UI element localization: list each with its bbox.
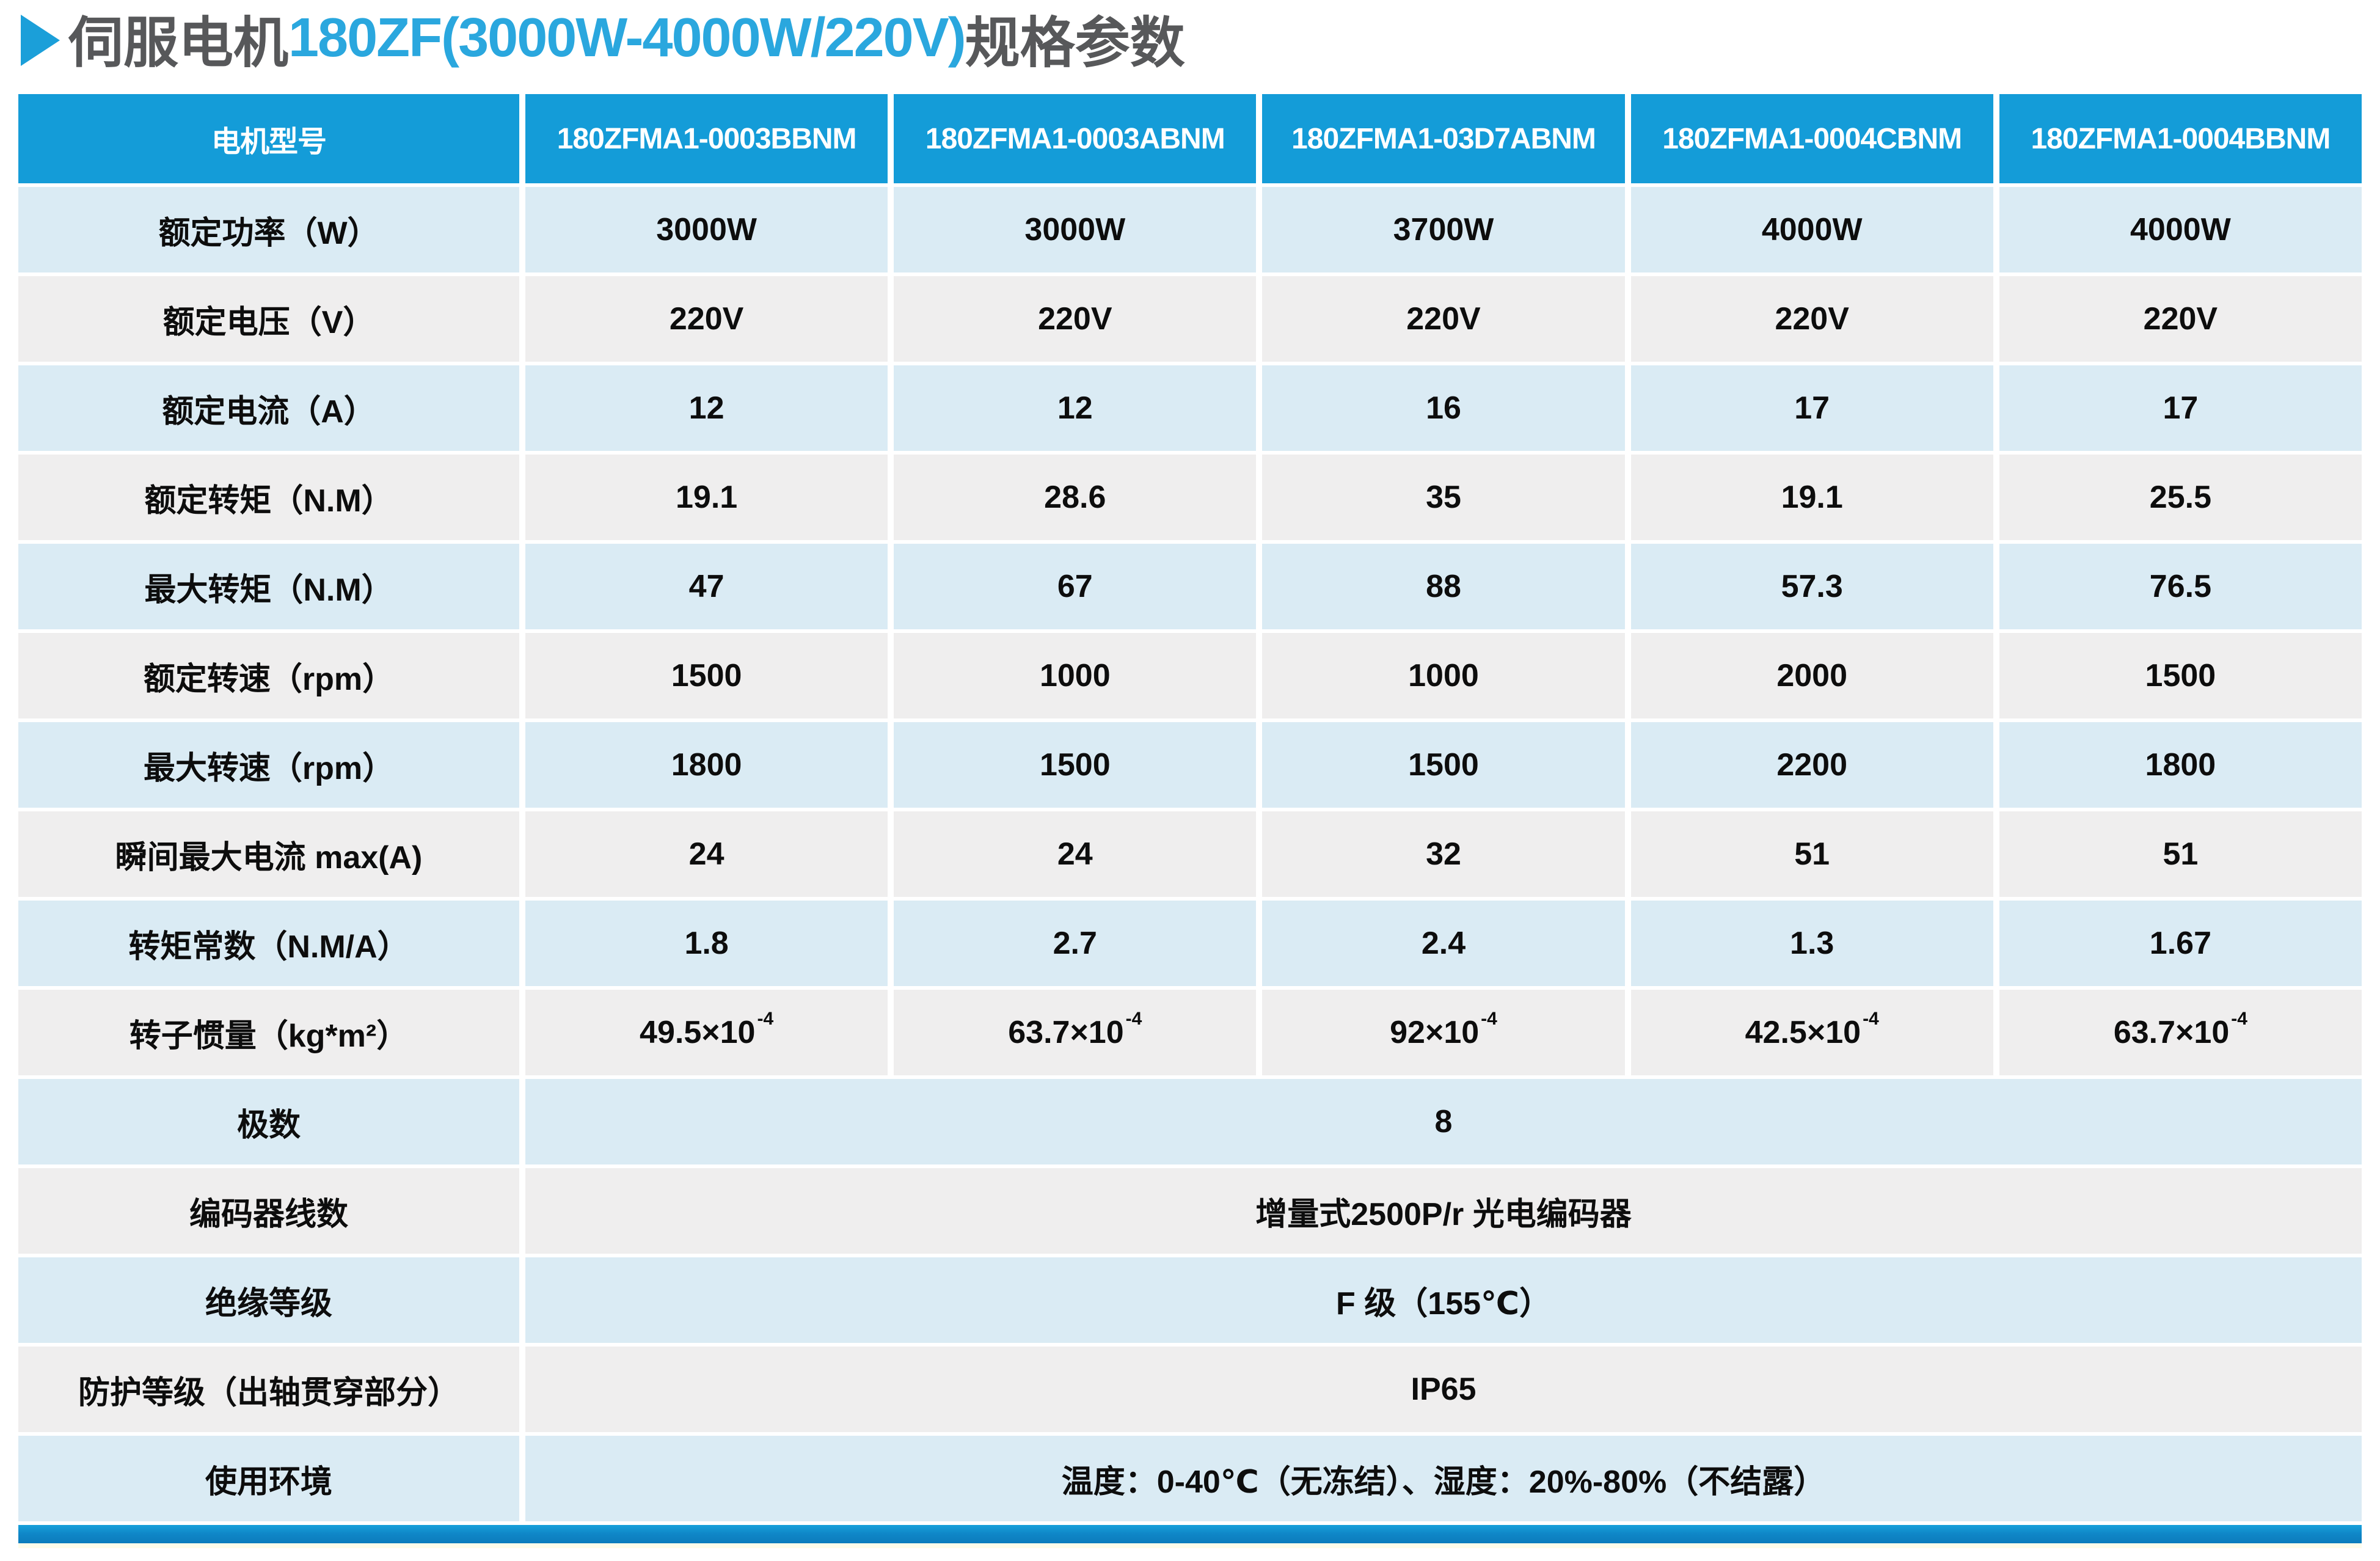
label-operating-environment: 使用环境	[18, 1436, 519, 1521]
value-rotor-inertia-1: 49.5×10 -4	[525, 990, 888, 1075]
value-rotor-inertia-5: 63.7×10 -4	[1999, 990, 2362, 1075]
inertia-exponent: -4	[2231, 1009, 2247, 1029]
inertia-base: 92×10	[1390, 1015, 1480, 1050]
value-torque-constant-4: 1.3	[1630, 901, 1993, 986]
header-cell-motor-model: 电机型号	[18, 94, 519, 183]
value-rated-torque-3: 35	[1262, 455, 1625, 540]
right-triangle-icon	[21, 15, 60, 66]
label-encoder-lines: 编码器线数	[18, 1168, 519, 1254]
value-torque-constant-1: 1.8	[525, 901, 888, 986]
value-max-torque-2: 67	[894, 544, 1257, 629]
value-rated-current-1: 12	[525, 365, 888, 451]
title-model-range: 180ZF(3000W-4000W/220V)	[288, 7, 966, 68]
value-rated-speed-2: 1000	[894, 633, 1257, 718]
value-instant-max-current-1: 24	[525, 811, 888, 897]
page-title: 伺服电机 180ZF(3000W-4000W/220V) 规格参数	[0, 0, 2380, 74]
inertia-base: 63.7×10	[1008, 1015, 1124, 1050]
label-pole-count: 极数	[18, 1079, 519, 1164]
value-encoder-lines: 增量式2500P/r 光电编码器	[525, 1168, 2362, 1254]
inertia-exponent: -4	[1481, 1009, 1497, 1029]
value-rated-voltage-5: 220V	[1999, 276, 2362, 362]
spec-table: 电机型号 180ZFMA1-0003BBNM 180ZFMA1-0003ABNM…	[18, 94, 2362, 1521]
value-protection-class: IP65	[525, 1347, 2362, 1432]
label-insulation-class: 绝缘等级	[18, 1257, 519, 1343]
value-rated-current-5: 17	[1999, 365, 2362, 451]
value-torque-constant-2: 2.7	[894, 901, 1257, 986]
value-max-speed-4: 2200	[1630, 722, 1993, 808]
header-cell-model-3: 180ZFMA1-03D7ABNM	[1262, 94, 1625, 183]
value-instant-max-current-4: 51	[1630, 811, 1993, 897]
value-max-torque-5: 76.5	[1999, 544, 2362, 629]
value-rated-voltage-2: 220V	[894, 276, 1257, 362]
value-rated-current-2: 12	[894, 365, 1257, 451]
table-bottom-accent-line	[18, 1543, 2362, 1548]
inertia-base: 49.5×10	[640, 1015, 756, 1050]
table-bottom-border	[18, 1525, 2362, 1543]
inertia-exponent: -4	[757, 1009, 774, 1029]
value-rated-current-4: 17	[1630, 365, 1993, 451]
value-rated-power-1: 3000W	[525, 187, 888, 272]
value-instant-max-current-2: 24	[894, 811, 1257, 897]
title-prefix: 伺服电机	[68, 13, 288, 74]
label-max-torque: 最大转矩（N.M）	[18, 544, 519, 629]
value-rated-torque-2: 28.6	[894, 455, 1257, 540]
label-rated-voltage: 额定电压（V）	[18, 276, 519, 362]
value-insulation-class: F 级（155℃）	[525, 1257, 2362, 1343]
value-rated-voltage-4: 220V	[1630, 276, 1993, 362]
value-rated-power-3: 3700W	[1262, 187, 1625, 272]
label-rated-power: 额定功率（W）	[18, 187, 519, 272]
value-instant-max-current-5: 51	[1999, 811, 2362, 897]
value-torque-constant-3: 2.4	[1262, 901, 1625, 986]
value-rated-speed-5: 1500	[1999, 633, 2362, 718]
label-torque-constant: 转矩常数（N.M/A）	[18, 901, 519, 986]
label-rotor-inertia: 转子惯量（kg*m²）	[18, 990, 519, 1075]
value-rated-voltage-3: 220V	[1262, 276, 1625, 362]
value-rated-speed-4: 2000	[1630, 633, 1993, 718]
title-suffix: 规格参数	[965, 13, 1185, 74]
value-rotor-inertia-2: 63.7×10 -4	[894, 990, 1257, 1075]
label-instant-max-current: 瞬间最大电流 max(A)	[18, 811, 519, 897]
inertia-exponent: -4	[1125, 1009, 1142, 1029]
inertia-base: 42.5×10	[1745, 1015, 1861, 1050]
value-rated-torque-5: 25.5	[1999, 455, 2362, 540]
value-rated-voltage-1: 220V	[525, 276, 888, 362]
label-rated-current: 额定电流（A）	[18, 365, 519, 451]
value-operating-environment: 温度：0-40℃（无冻结）、湿度：20%-80%（不结露）	[525, 1436, 2362, 1521]
value-rotor-inertia-4: 42.5×10 -4	[1630, 990, 1993, 1075]
value-rated-current-3: 16	[1262, 365, 1625, 451]
label-rated-speed: 额定转速（rpm）	[18, 633, 519, 718]
value-max-speed-5: 1800	[1999, 722, 2362, 808]
header-cell-model-5: 180ZFMA1-0004BBNM	[1999, 94, 2362, 183]
value-max-torque-4: 57.3	[1630, 544, 1993, 629]
value-torque-constant-5: 1.67	[1999, 901, 2362, 986]
value-max-speed-3: 1500	[1262, 722, 1625, 808]
inertia-exponent: -4	[1863, 1009, 1879, 1029]
value-max-speed-1: 1800	[525, 722, 888, 808]
value-rated-speed-3: 1000	[1262, 633, 1625, 718]
value-max-torque-3: 88	[1262, 544, 1625, 629]
value-rated-power-5: 4000W	[1999, 187, 2362, 272]
value-rated-power-4: 4000W	[1630, 187, 1993, 272]
value-rated-torque-1: 19.1	[525, 455, 888, 540]
value-rated-torque-4: 19.1	[1630, 455, 1993, 540]
value-instant-max-current-3: 32	[1262, 811, 1625, 897]
value-pole-count: 8	[525, 1079, 2362, 1164]
value-rated-power-2: 3000W	[894, 187, 1257, 272]
value-rated-speed-1: 1500	[525, 633, 888, 718]
header-cell-model-1: 180ZFMA1-0003BBNM	[525, 94, 888, 183]
label-protection-class: 防护等级（出轴贯穿部分）	[18, 1347, 519, 1432]
value-max-speed-2: 1500	[894, 722, 1257, 808]
value-max-torque-1: 47	[525, 544, 888, 629]
header-cell-model-2: 180ZFMA1-0003ABNM	[894, 94, 1257, 183]
label-rated-torque: 额定转矩（N.M）	[18, 455, 519, 540]
header-cell-model-4: 180ZFMA1-0004CBNM	[1630, 94, 1993, 183]
value-rotor-inertia-3: 92×10 -4	[1262, 990, 1625, 1075]
inertia-base: 63.7×10	[2113, 1015, 2230, 1050]
label-max-speed: 最大转速（rpm）	[18, 722, 519, 808]
